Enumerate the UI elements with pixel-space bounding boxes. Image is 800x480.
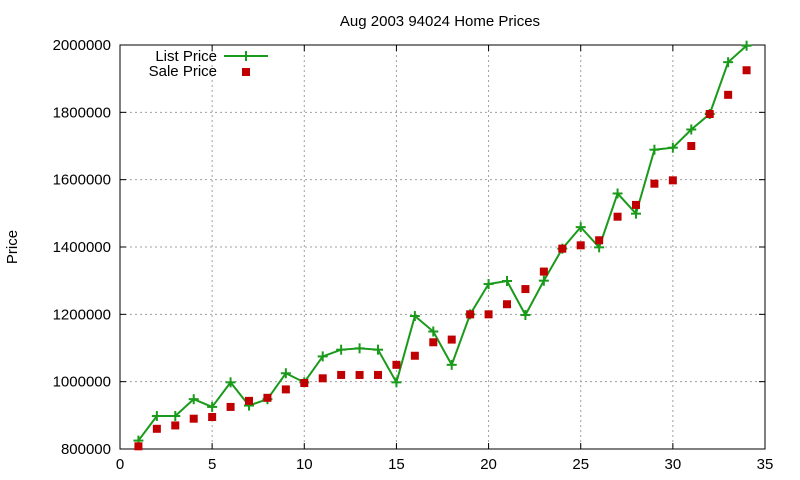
list-price-point (741, 40, 752, 51)
sale-price-point (521, 285, 530, 294)
sale-price-point (687, 142, 696, 150)
list-price-point (336, 344, 347, 355)
sale-price-point (484, 310, 493, 319)
sale-price-point (650, 179, 659, 188)
sale-price-point (189, 414, 198, 423)
sale-price-point (208, 413, 217, 422)
sale-price-point (466, 310, 475, 319)
sale-price-point (263, 393, 272, 402)
list-price-point (354, 343, 365, 354)
sale-price-point (134, 442, 143, 451)
list-price-point (391, 377, 402, 388)
y-axis-label: Price (4, 230, 21, 264)
sale-price-point (281, 385, 290, 394)
list-price-point (225, 377, 236, 388)
sale-price-point (705, 110, 714, 119)
list-price-point (409, 311, 420, 322)
list-price-point (170, 411, 181, 422)
sale-price-point (410, 351, 419, 360)
y-tick-label: 1000000 (53, 374, 111, 391)
sale-price-point (742, 66, 751, 75)
list-price-point (446, 359, 457, 370)
sale-price-point (355, 370, 364, 379)
y-tick-label: 1600000 (53, 172, 111, 189)
sale-price-point (632, 200, 640, 209)
y-tick-label: 1400000 (53, 239, 111, 256)
list-price-point (373, 344, 383, 355)
sale-price-point (613, 212, 622, 221)
sale-price-point (245, 396, 253, 405)
list-price-point (317, 351, 328, 362)
sale-price-point (447, 335, 456, 344)
sale-price-point (668, 176, 677, 185)
sale-price-point (503, 300, 511, 309)
x-tick-label: 30 (665, 456, 682, 473)
x-tick-label: 15 (388, 456, 405, 473)
list-price-point (612, 188, 623, 199)
list-price-point (575, 222, 586, 233)
list-price-point (483, 279, 494, 290)
sale-price-point (539, 267, 548, 276)
x-tick-label: 25 (572, 456, 589, 473)
sale-price-point (152, 424, 161, 433)
sale-price-point (374, 370, 382, 379)
list-price-line (137, 44, 748, 442)
list-price-point (649, 144, 660, 155)
sale-price-point (300, 379, 309, 388)
y-tick-label: 2000000 (53, 37, 111, 54)
sale-price-point (429, 338, 438, 347)
sale-price-point (337, 370, 346, 379)
list-price-point (667, 142, 678, 153)
y-tick-label: 800000 (61, 441, 111, 458)
list-price-point (188, 394, 199, 405)
x-tick-label: 35 (757, 456, 774, 473)
y-tick-label: 1800000 (53, 104, 111, 121)
sale-price-point (318, 374, 327, 383)
list-price-point (428, 326, 439, 337)
sale-price-point (724, 90, 733, 99)
sale-price-point (392, 360, 401, 369)
list-price-point (538, 275, 549, 286)
list-price-point (502, 276, 512, 287)
x-tick-label: 10 (296, 456, 313, 473)
x-tick-label: 0 (116, 456, 124, 473)
list-price-point (631, 208, 641, 219)
grid-layer (120, 45, 765, 449)
x-tick-label: 5 (208, 456, 216, 473)
legend-marker-list-price (241, 51, 251, 61)
sale-price-point (171, 421, 180, 430)
sale-price-point (576, 241, 585, 250)
legend-label-list-price: List Price (155, 48, 217, 65)
sale-price-point (595, 236, 604, 245)
list-price-point (520, 310, 531, 321)
list-price-point (207, 401, 218, 412)
series-layer (133, 40, 752, 451)
legend-marker-sale-price (242, 68, 250, 76)
sale-price-point (226, 402, 235, 411)
sale-price-point (558, 244, 567, 253)
list-price-point (151, 411, 162, 422)
list-price-point (723, 57, 734, 68)
y-tick-label: 1200000 (53, 306, 111, 323)
chart-title: Aug 2003 94024 Home Prices (340, 13, 540, 30)
list-price-point (280, 368, 291, 379)
tick-layer: 0 5 10 15 20 25 30 35 800000 1000000 1200000 140000… (53, 37, 774, 473)
legend-label-sale-price: Sale Price (149, 63, 217, 80)
x-tick-label: 20 (480, 456, 497, 473)
list-price-point (686, 124, 697, 135)
